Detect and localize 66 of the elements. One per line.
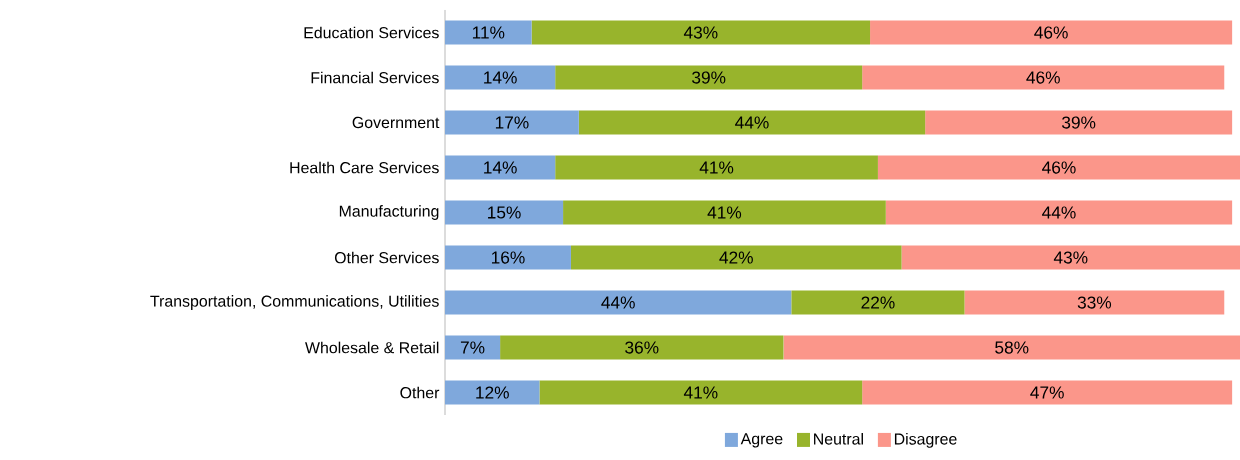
data-label: 44% [601, 296, 635, 309]
bar [445, 245, 571, 270]
bar [445, 110, 579, 135]
legend-label: Agree [740, 433, 783, 448]
y-tick-label: Other Services [334, 251, 439, 264]
bar [445, 200, 564, 225]
bar [445, 20, 532, 45]
bar [555, 155, 878, 180]
data-label: 39% [1061, 116, 1096, 129]
legend-label: Neutral [814, 432, 863, 445]
data-label: 47% [1030, 386, 1064, 399]
data-label: 14% [484, 161, 517, 174]
data-label: 44% [735, 116, 769, 129]
bar [531, 20, 871, 45]
data-label: 7% [460, 341, 485, 354]
bar [783, 335, 1240, 360]
data-label: 33% [1077, 296, 1112, 309]
data-label: 46% [1034, 26, 1068, 39]
data-label: 44% [1042, 206, 1076, 219]
bar [445, 65, 556, 90]
bar [445, 155, 556, 180]
data-label: 43% [1053, 251, 1088, 264]
data-label: 22% [861, 296, 895, 309]
y-tick-label: Health Care Services [290, 161, 439, 174]
y-tick-label: Other [400, 386, 440, 399]
bar [901, 245, 1240, 270]
bar [791, 290, 965, 315]
bar [578, 110, 926, 135]
bar [885, 200, 1233, 225]
data-label: 41% [699, 161, 734, 174]
data-label: 46% [1042, 161, 1076, 174]
y-tick-label: Financial Services [311, 71, 439, 84]
bar [445, 380, 540, 405]
y-tick-label: Wholesale & Retail [305, 341, 439, 354]
bar [539, 380, 863, 405]
data-label: 41% [683, 386, 718, 399]
legend-label: Disagree [894, 432, 957, 448]
bar [862, 380, 1233, 405]
y-tick-label: Government [352, 116, 440, 129]
data-label: 11% [472, 26, 505, 39]
data-label: 16% [491, 251, 525, 264]
data-label: 39% [692, 71, 726, 84]
data-label: 17% [495, 116, 529, 129]
data-label: 36% [625, 341, 659, 354]
bar [500, 335, 784, 360]
bar [862, 65, 1225, 90]
data-label: 58% [995, 341, 1029, 354]
bar [570, 245, 902, 270]
bar [445, 335, 501, 360]
data-label: 41% [707, 206, 742, 219]
data-label: 46% [1026, 71, 1060, 84]
bar [555, 65, 863, 90]
bar [445, 290, 792, 315]
data-label: 15% [488, 206, 521, 219]
y-tick-label: Transportation, Communications, Utilities [150, 295, 439, 310]
y-tick-label: Education Services [304, 26, 439, 39]
bar [964, 290, 1225, 315]
bar [870, 20, 1233, 45]
bar [563, 200, 886, 225]
bar [877, 155, 1240, 180]
data-label: 12% [476, 386, 509, 399]
data-label: 42% [719, 251, 753, 264]
data-label: 14% [484, 71, 517, 84]
data-label: 43% [683, 26, 718, 39]
y-tick-label: Manufacturing [339, 205, 439, 220]
bar [925, 110, 1233, 135]
